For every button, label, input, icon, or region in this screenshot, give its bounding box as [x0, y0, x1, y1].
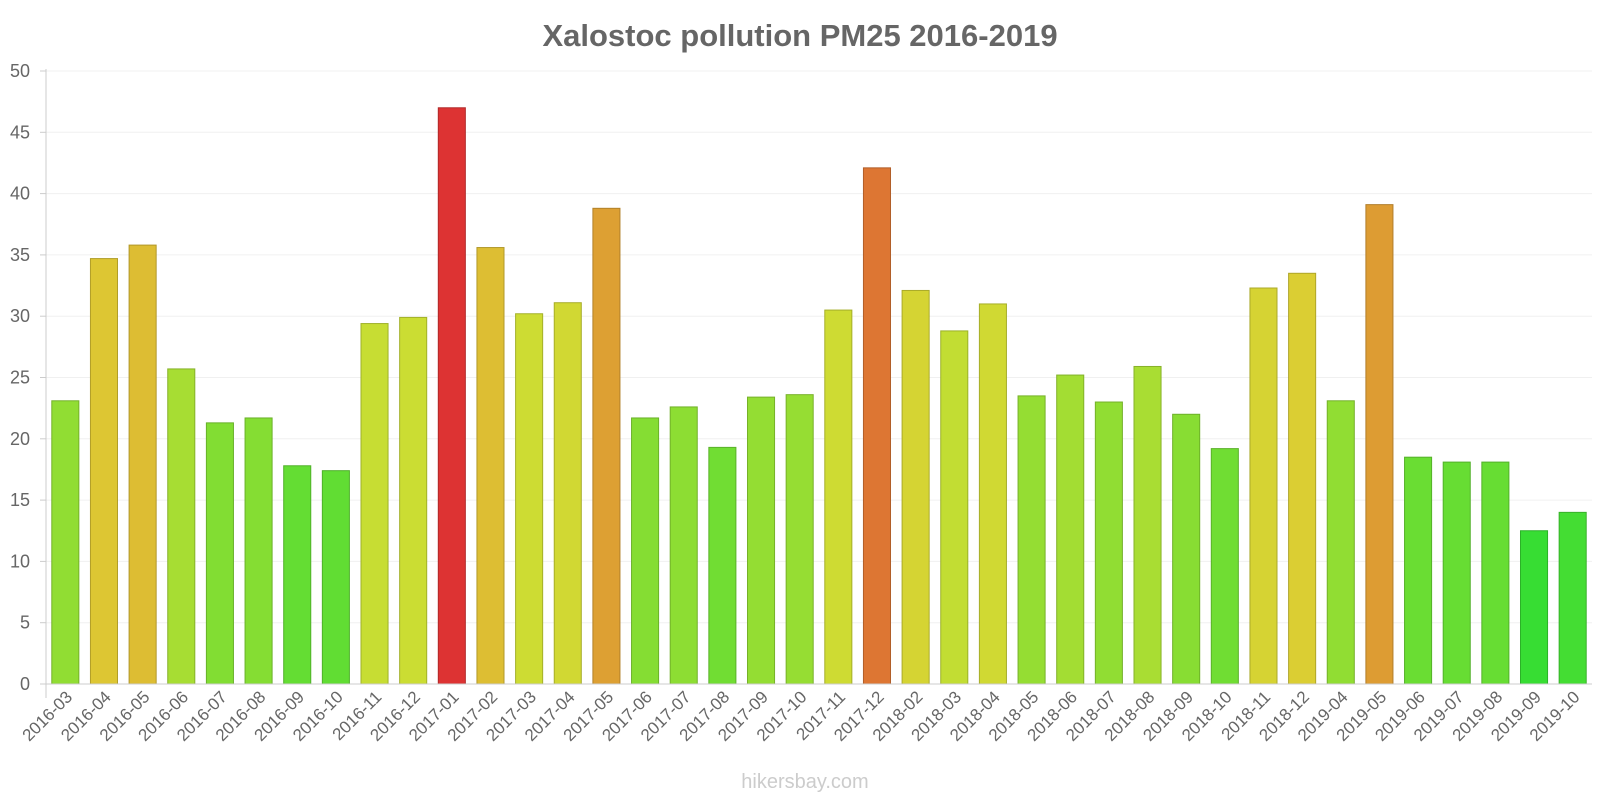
- bar-2017-08: [708, 446, 737, 685]
- bar-2016-11: [360, 323, 389, 685]
- y-axis-ticks: 0 5 10 15 20 25 30 35 40 45 50: [10, 61, 46, 694]
- bar-2016-07: [205, 422, 234, 685]
- bar-2018-08: [1133, 365, 1162, 685]
- bar-2018-03: [940, 330, 969, 685]
- watermark: hikersbay.com: [741, 771, 868, 793]
- bar-2016-04: [89, 258, 119, 685]
- bar-2018-09: [1172, 413, 1201, 685]
- bar-2017-03: [515, 313, 544, 685]
- y-tick-label: 30: [10, 306, 30, 326]
- bar-2017-01: [437, 107, 466, 685]
- bar-2019-08: [1481, 461, 1510, 685]
- bar-2018-02: [901, 289, 930, 685]
- y-tick-label: 35: [10, 245, 30, 265]
- y-tick-label: 15: [10, 490, 30, 510]
- axes: [40, 69, 1592, 698]
- bar-2016-09: [283, 465, 312, 685]
- bar-2019-09: [1519, 530, 1549, 685]
- bar-2019-05: [1365, 204, 1394, 685]
- bar-2018-06: [1056, 374, 1085, 685]
- bar-2018-07: [1094, 401, 1123, 685]
- bar-2018-10: [1210, 448, 1239, 685]
- bar-2018-05: [1017, 395, 1046, 685]
- y-tick-label: 10: [10, 551, 30, 571]
- y-tick-label: 45: [10, 122, 30, 142]
- bar-2019-10: [1558, 511, 1587, 685]
- y-tick-label: 25: [10, 368, 30, 388]
- bar-2017-09: [746, 396, 776, 685]
- y-tick-label: 0: [20, 674, 30, 694]
- bar-2018-04: [978, 303, 1007, 685]
- bar-2016-10: [321, 470, 350, 685]
- bar-2016-03: [51, 400, 80, 685]
- bar-2017-02: [476, 247, 505, 685]
- bar-2019-06: [1404, 456, 1433, 685]
- bar-2019-07: [1442, 461, 1471, 685]
- bar-2017-07: [669, 406, 698, 685]
- bar-2017-12: [862, 167, 892, 685]
- y-tick-label: 40: [10, 184, 30, 204]
- bar-2017-10: [785, 394, 814, 685]
- x-axis-ticks: 2016-032016-042016-052016-062016-072016-…: [19, 687, 1584, 745]
- gridlines: [46, 70, 1592, 624]
- bars: [51, 107, 1587, 685]
- chart-title: Xalostoc pollution PM25 2016-2019: [542, 18, 1057, 53]
- bar-2016-12: [399, 316, 428, 685]
- bar-2019-04: [1326, 400, 1355, 685]
- bar-2016-05: [128, 244, 157, 685]
- bar-2016-06: [167, 368, 196, 685]
- y-tick-label: 50: [10, 61, 30, 81]
- y-tick-label: 5: [20, 613, 30, 633]
- bar-2017-04: [553, 302, 582, 685]
- bar-2018-11: [1249, 287, 1278, 685]
- bar-2017-06: [631, 417, 660, 685]
- y-tick-label: 20: [10, 429, 30, 449]
- bar-2017-05: [592, 207, 621, 685]
- bar-2017-11: [824, 309, 853, 685]
- bar-2018-12: [1288, 272, 1317, 685]
- bar-2016-08: [244, 417, 273, 685]
